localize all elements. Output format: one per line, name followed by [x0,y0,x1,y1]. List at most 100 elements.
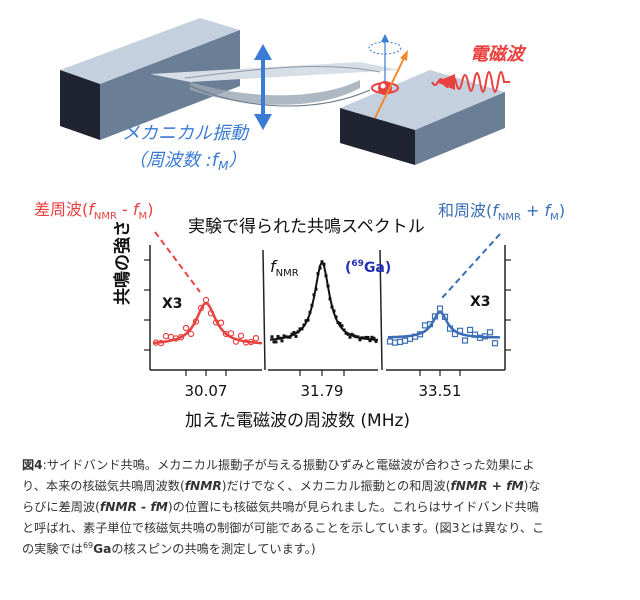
data-point [466,326,474,333]
data-point [431,313,439,320]
data-point [324,274,328,278]
caption-text: の実験では [22,542,83,556]
mech-label: メカニカル振動 [122,123,250,144]
device-illustration: 電磁波 メカニカル振動 （周波数 :fM） [60,18,527,173]
data-point [326,284,330,288]
data-point [346,332,350,336]
data-point [316,272,320,276]
series-diff-frequency [152,296,263,347]
caption-term: fNMR + fM [450,479,524,493]
data-point [284,335,288,339]
nmr-peak-label: fNMR [270,257,299,279]
x-axis-label: 加えた電磁波の周波数 (MHz) [185,411,410,431]
data-point [486,329,494,336]
x-tick-label: 30.07 [185,382,228,400]
wave-label: 電磁波 [470,44,527,65]
data-point [300,327,304,331]
data-point [296,330,300,334]
data-point [332,309,336,313]
caption-text: らびに差周波( [22,500,100,514]
data-point [421,322,429,329]
data-point [368,339,372,343]
data-point [232,338,240,345]
figure-caption: 図4:サイドバンド共鳴。メカニカル振動子が与える振動ひずみと電磁波が合わさった効… [22,455,622,560]
data-point [247,338,255,346]
data-point [167,333,175,341]
spectrum-title: 実験で得られた共鳴スペクトル [188,217,425,237]
data-point [370,335,374,339]
data-point [282,334,286,338]
data-point [461,337,469,344]
data-point [318,266,322,270]
data-point [304,319,308,323]
data-point [274,340,278,344]
data-point [481,333,489,340]
data-point [252,335,260,342]
series-nmr-frequency [269,259,379,344]
caption-text: の核スピンの共鳴を測定しています。) [111,542,316,556]
data-point [330,305,334,309]
data-point [354,335,358,339]
data-point [298,327,302,331]
data-point [192,318,200,325]
y-ticks [144,259,511,351]
data-point [270,335,274,339]
caption-text: )な [523,479,541,493]
data-point [334,315,338,319]
data-point [338,322,342,325]
data-point [374,339,378,343]
x-ticks [185,370,461,376]
data-point [348,335,352,339]
caption-isotope-mass: 69 [82,541,94,550]
data-point [290,332,294,336]
spectrum-chart: 実験で得られた共鳴スペクトル 差周波(fNMR - fM) 和周波(fNMR +… [34,200,565,431]
data-point [328,297,332,301]
data-point [340,324,344,328]
data-point [360,336,364,340]
data-point [320,260,324,264]
caption-text: )の位置にも核磁気共鳴が見られました。これらはサイドバンド共鳴 [167,500,539,514]
caption-element: Ga [93,542,112,556]
data-point [302,323,306,327]
data-point [276,335,280,338]
data-point [364,335,368,339]
data-point [401,337,409,344]
data-point [202,296,210,304]
x3-left-label: X3 [162,296,183,312]
caption-term: fNMR [184,479,222,493]
data-point [342,328,346,332]
data-point [177,334,185,341]
caption-text: り、本来の核磁気共鳴周波数( [22,479,185,493]
data-point [396,338,404,345]
figure-4: 電磁波 メカニカル振動 （周波数 :fM） 実験で得られた共鳴スペクトル 差周波… [34,18,565,431]
data-point [426,321,434,328]
data-point [306,318,310,322]
y-axis-label: 共鳴の強さ [112,220,133,305]
data-point [441,313,449,320]
data-point [456,327,464,334]
data-point [217,319,225,326]
data-point [322,262,326,266]
caption-text: )だけでなく、メカニカル振動との和周波( [221,479,451,493]
data-point [197,304,205,312]
data-point [386,338,394,345]
data-point [280,339,284,343]
data-point [356,335,360,339]
sum-frequency-label: 和周波(fNMR + fM) [438,201,565,223]
data-point [237,332,245,339]
nuclear-spin-icon [368,34,408,119]
data-point [344,331,348,335]
x-tick-label: 31.79 [301,382,344,400]
mech-freq-label: （周波数 :fM） [128,150,247,173]
fit-curve [388,310,500,339]
data-point [366,336,370,339]
data-point [308,310,312,314]
data-point [416,331,424,338]
data-point [227,330,235,337]
series-sum-frequency [386,305,500,347]
data-point [292,331,296,334]
diff-pointer-line [154,231,201,293]
em-wave-arrowhead-icon [436,74,455,90]
x-tick-label: 33.51 [419,382,462,400]
data-point [182,324,190,332]
